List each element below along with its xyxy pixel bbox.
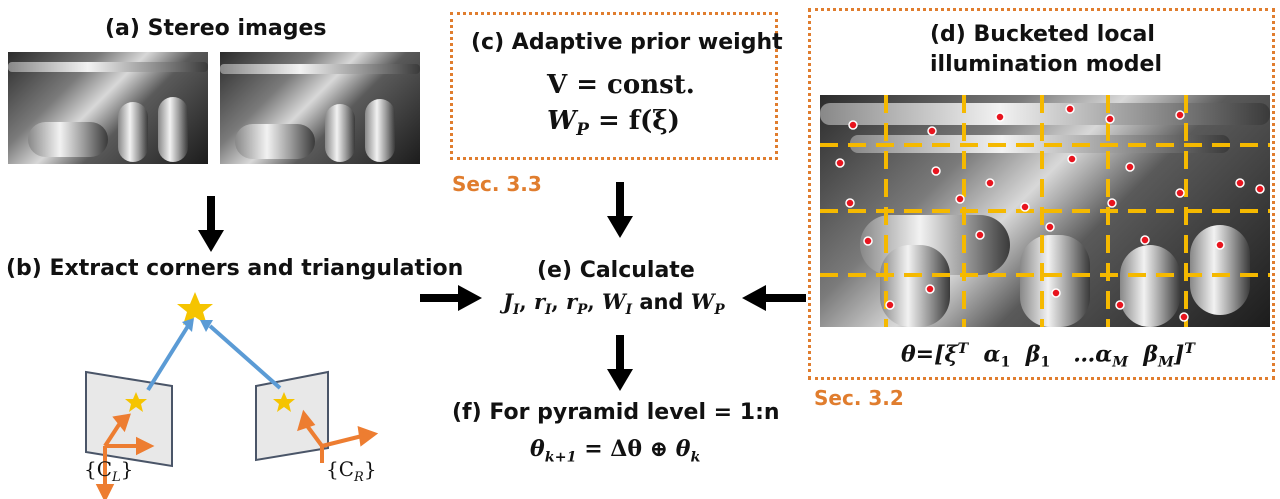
panel-d-box	[808, 8, 1275, 380]
theta-update-equation: θk+1 = Δθ ⊕ θk	[530, 436, 701, 466]
section-3-3-label: Sec. 3.3	[452, 172, 542, 196]
left-camera-axes	[95, 413, 155, 499]
panel-e-label: (e) Calculate	[537, 258, 695, 283]
panel-d-label-line2: illumination model	[930, 52, 1162, 77]
down-arrow-c-e	[607, 182, 633, 238]
down-arrow-a-b	[198, 196, 224, 252]
bucket-grid-overlay	[820, 95, 1270, 327]
right-camera-axes	[297, 409, 379, 463]
left-camera-frame-label: {CL}	[84, 457, 134, 485]
stereo-right-image	[220, 52, 420, 164]
v-const-equation: V = const.	[547, 70, 695, 100]
section-3-2-label: Sec. 3.2	[814, 386, 904, 410]
stereo-left-image	[8, 52, 208, 164]
right-camera-frame-label: {CR}	[326, 457, 377, 485]
theta-definition: θ=[ξT α1 β1 …αM βM]T	[901, 341, 1195, 371]
triangulation-diagram	[85, 292, 379, 499]
panel-c-box	[450, 12, 778, 160]
calculate-terms: JI, rI, rP, WI and WP	[503, 289, 725, 319]
right-projection-star-icon	[273, 392, 295, 412]
left-projection-star-icon	[125, 392, 147, 412]
panel-a-label: (a) Stereo images	[105, 16, 327, 41]
panel-f-label: (f) For pyramid level = 1:n	[452, 400, 780, 425]
wp-equation: WP = f(ξ)	[547, 106, 680, 140]
right-image-plane	[255, 370, 329, 462]
panel-c-label: (c) Adaptive prior weight	[471, 30, 783, 55]
panel-b-label: (b) Extract corners and triangulation	[6, 256, 464, 281]
right-arrow-b-e	[420, 285, 482, 311]
panel-d-label-line1: (d) Bucketed local	[930, 22, 1155, 47]
landmark-star-icon	[177, 292, 213, 325]
left-arrow-d-e	[742, 285, 806, 311]
down-arrow-e-f	[607, 335, 633, 391]
